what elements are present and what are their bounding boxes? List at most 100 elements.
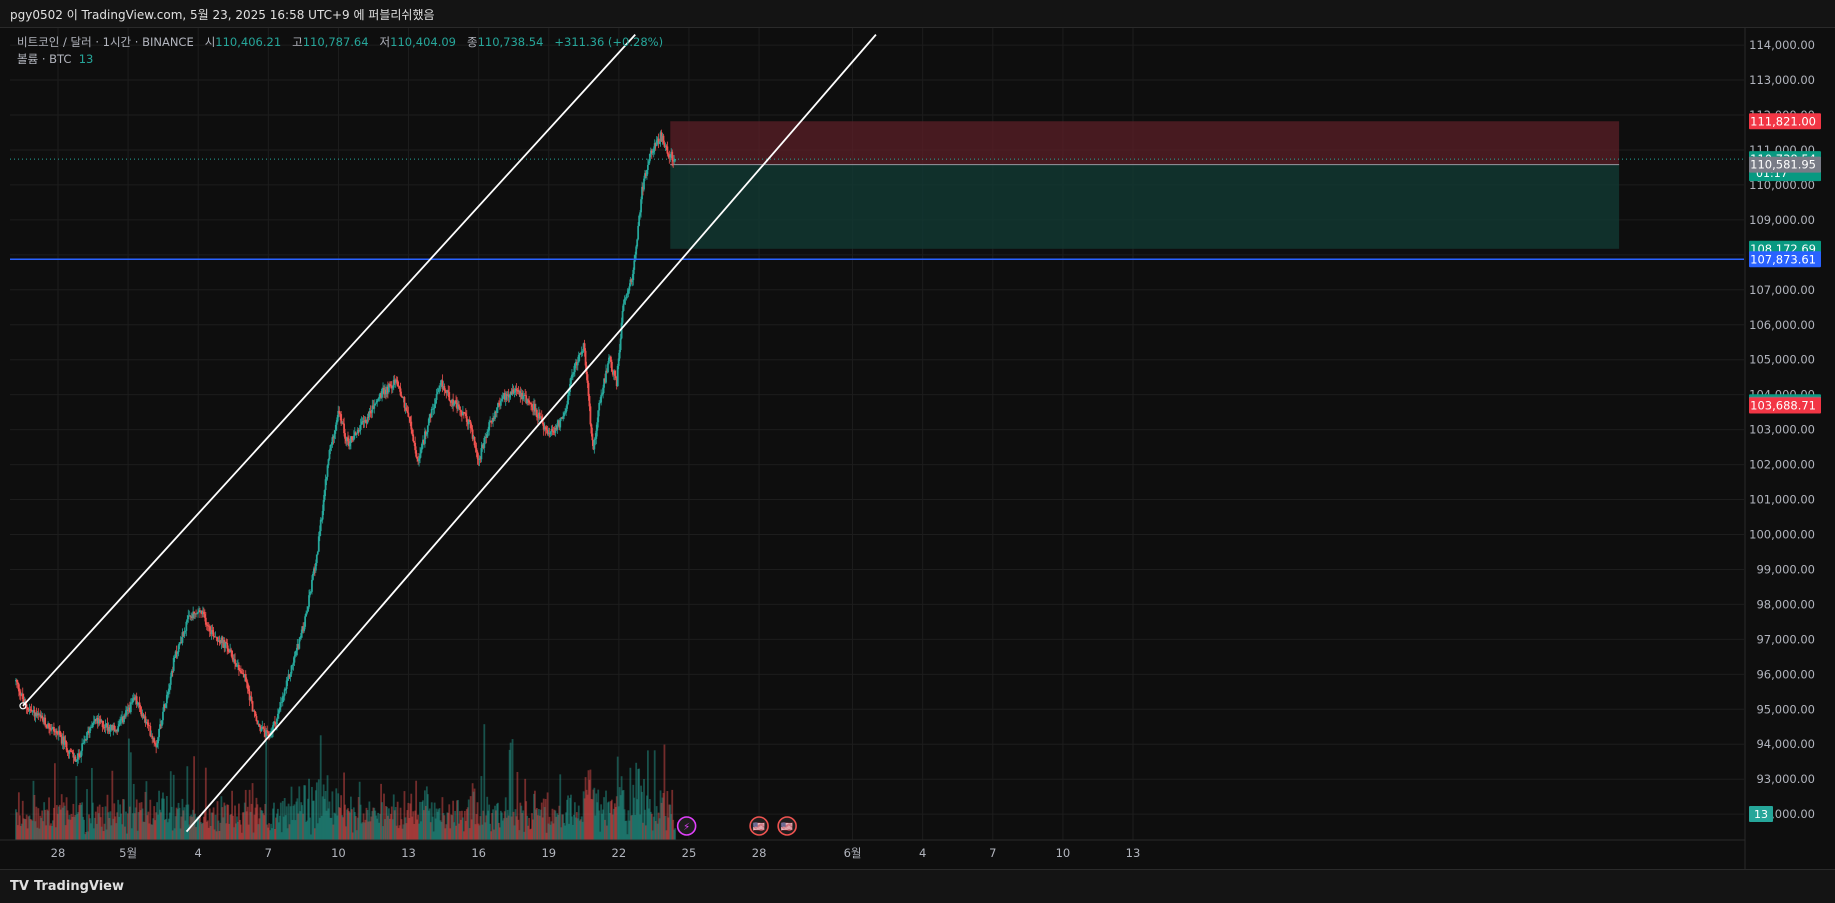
candle[interactable] (343, 423, 345, 434)
candle[interactable] (592, 440, 595, 450)
candle[interactable] (624, 298, 627, 299)
candle[interactable] (225, 641, 228, 644)
candle[interactable] (301, 626, 304, 633)
candle[interactable] (414, 442, 417, 451)
candle[interactable] (63, 740, 66, 745)
candle[interactable] (361, 421, 364, 422)
candle[interactable] (236, 665, 238, 667)
candle[interactable] (425, 432, 428, 435)
candle[interactable] (605, 370, 607, 383)
candle[interactable] (475, 448, 478, 452)
candle[interactable] (127, 707, 130, 711)
candle[interactable] (552, 430, 555, 432)
candle[interactable] (364, 420, 367, 421)
candle[interactable] (211, 630, 214, 633)
candle[interactable] (367, 417, 370, 418)
candle[interactable] (557, 420, 560, 424)
candle[interactable] (255, 716, 258, 722)
candle[interactable] (448, 392, 451, 401)
candle[interactable] (348, 441, 350, 447)
candle[interactable] (649, 150, 652, 154)
candle[interactable] (275, 723, 277, 725)
candle[interactable] (151, 735, 154, 739)
candle[interactable] (355, 433, 358, 435)
candle[interactable] (171, 670, 174, 672)
candle[interactable] (201, 610, 203, 615)
candle[interactable] (237, 665, 239, 666)
candle[interactable] (187, 615, 190, 620)
candle[interactable] (578, 353, 581, 355)
candle[interactable] (347, 437, 349, 442)
candle[interactable] (672, 160, 675, 162)
candle[interactable] (97, 719, 100, 724)
candle[interactable] (103, 727, 106, 728)
candle[interactable] (486, 431, 489, 438)
price-label[interactable]: 103,688.71 (1750, 399, 1816, 413)
candle[interactable] (577, 354, 580, 363)
candle[interactable] (206, 625, 209, 627)
candle[interactable] (529, 402, 531, 404)
candle[interactable] (46, 725, 48, 728)
candle[interactable] (64, 740, 67, 743)
candle[interactable] (469, 421, 472, 429)
candle[interactable] (320, 519, 323, 521)
candle[interactable] (603, 378, 605, 388)
candle[interactable] (110, 724, 113, 728)
candle[interactable] (671, 151, 674, 161)
candle[interactable] (69, 750, 72, 752)
candle[interactable] (532, 406, 534, 410)
candle[interactable] (304, 616, 307, 627)
candle[interactable] (521, 392, 524, 400)
candle[interactable] (222, 640, 225, 644)
candle[interactable] (452, 399, 455, 406)
candle[interactable] (456, 402, 458, 409)
candle[interactable] (229, 649, 232, 653)
candle[interactable] (67, 752, 70, 754)
candle[interactable] (523, 395, 526, 397)
candle[interactable] (99, 719, 102, 723)
candle[interactable] (164, 703, 167, 708)
candle[interactable] (322, 500, 325, 511)
candle[interactable] (321, 510, 324, 520)
candle[interactable] (481, 444, 484, 449)
candle[interactable] (239, 671, 242, 673)
candle[interactable] (427, 418, 430, 426)
candle[interactable] (383, 387, 385, 395)
candle[interactable] (191, 616, 194, 619)
candle[interactable] (278, 707, 281, 711)
candle[interactable] (396, 380, 399, 387)
candle[interactable] (665, 145, 668, 147)
candle[interactable] (663, 143, 666, 147)
candle[interactable] (295, 650, 298, 655)
candle[interactable] (126, 709, 128, 711)
candle[interactable] (310, 591, 312, 593)
candle[interactable] (78, 753, 81, 757)
candle[interactable] (470, 428, 473, 430)
candle[interactable] (505, 394, 508, 396)
candle[interactable] (482, 444, 485, 448)
candle[interactable] (79, 756, 82, 758)
candle[interactable] (17, 684, 20, 692)
candle[interactable] (283, 689, 286, 696)
candle[interactable] (70, 751, 73, 753)
candle[interactable] (319, 519, 322, 532)
candle[interactable] (477, 458, 480, 461)
candle[interactable] (263, 728, 266, 732)
candle[interactable] (281, 696, 284, 703)
candle[interactable] (384, 389, 386, 395)
candle[interactable] (83, 739, 85, 744)
candle[interactable] (640, 199, 642, 213)
candle[interactable] (253, 710, 256, 712)
candle[interactable] (611, 371, 614, 375)
candle[interactable] (647, 161, 650, 165)
candle[interactable] (193, 611, 196, 614)
candle[interactable] (417, 458, 419, 462)
candle[interactable] (478, 458, 481, 461)
candle[interactable] (350, 436, 353, 440)
candle[interactable] (280, 702, 283, 703)
candle[interactable] (119, 720, 122, 725)
candle[interactable] (154, 742, 157, 744)
candle[interactable] (387, 386, 389, 393)
candle[interactable] (134, 696, 137, 700)
candle[interactable] (515, 388, 518, 391)
